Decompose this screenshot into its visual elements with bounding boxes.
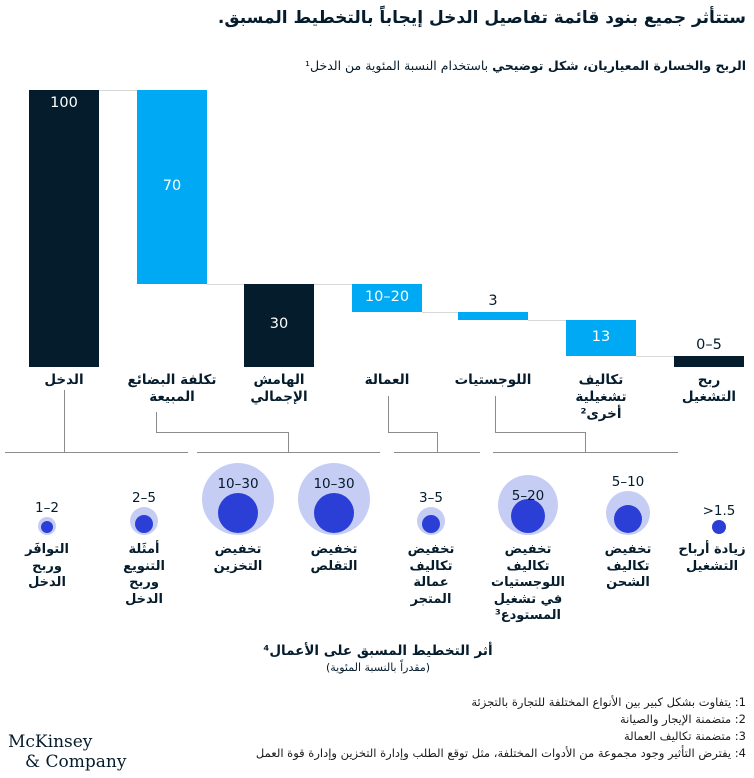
bar-value: 70	[162, 177, 182, 194]
connector-line	[197, 452, 380, 453]
bubble-inner-circle-availability-income-profit	[41, 521, 53, 533]
bubble-label-reduce-shrinkage: تخفيض التقلص	[310, 542, 358, 574]
bubble-inner-circle-assortment-optimization-income-profit	[135, 515, 153, 533]
bar-logistics	[458, 311, 528, 320]
bubble-label-reduce-storage: تخفيض التخزين	[213, 542, 263, 574]
caption-subtitle: (مقدراً بالنسبة المئوية)	[325, 661, 431, 674]
bubble-inner-circle-reduce-store-labor-costs	[422, 515, 440, 533]
step-line	[314, 283, 352, 285]
bubble-label-assortment-optimization-income-profit: أمثَلة التنويع وربح الدخل	[123, 542, 165, 607]
connector-line	[156, 412, 157, 432]
bubble-inner-circle-reduce-shipping-costs	[614, 505, 642, 533]
bar-value: 100	[50, 95, 78, 111]
connector-line	[394, 452, 480, 453]
caption-title: أثر التخطيط المسبق على الأعمال⁴	[263, 643, 493, 659]
bubble-inner-circle-reduce-storage	[218, 493, 258, 533]
bubble-label-increase-operating-profit: زيادة أرباح التشغيل	[678, 542, 746, 574]
step-line	[207, 283, 244, 285]
bubble-value: 3–5	[419, 490, 443, 506]
bubble-inner-circle-reduce-warehouse-logistics-costs	[511, 499, 545, 533]
bar-label-logistics: اللوجستيات	[454, 372, 532, 388]
bar-value: 10–20	[364, 288, 410, 305]
connector-line	[5, 452, 188, 453]
bar-value: 30	[269, 316, 289, 333]
chart-subtitle: الربح والخسارة المعياريان، شكل توضيحي با…	[8, 57, 746, 74]
bubble-value: 10–30	[217, 476, 259, 492]
connector-line	[495, 432, 585, 433]
bar-cogs	[137, 90, 207, 284]
connector-line	[585, 432, 586, 452]
bar-value: 0–5	[696, 336, 722, 353]
bubble-label-reduce-store-labor-costs: تخفيض تكاليف عمالة المتجر	[407, 542, 455, 607]
footnote-4: 4: يفترض التأثير وجود مجموعة من الأدوات …	[255, 746, 746, 760]
bar-labor	[352, 283, 422, 312]
connector-line	[437, 432, 438, 452]
bubble-label-availability-income-profit: التوافَر وربح الدخل	[25, 542, 69, 590]
bubble-label-reduce-shipping-costs: تخفيض تكاليف الشحن	[604, 542, 652, 590]
bar-label-cogs: تكلفة البضائع المبيعة	[127, 372, 217, 405]
step-line	[99, 90, 137, 91]
bubble-value: 2–5	[132, 490, 156, 506]
connector-line	[493, 452, 678, 453]
chart-caption: أثر التخطيط المسبق على الأعمال⁴ (مقدراً …	[158, 643, 598, 675]
bubble-value: 5–20	[511, 488, 545, 504]
connector-line	[388, 396, 389, 432]
connector-line	[388, 432, 437, 433]
connector-line	[64, 390, 65, 452]
bubble-inner-circle-reduce-shrinkage	[314, 493, 354, 533]
bar-label-other-operating-costs: تكاليف تشغيلية أخرى²	[575, 372, 627, 422]
bubble-label-reduce-warehouse-logistics-costs: تخفيض تكاليف اللوجستيات في تشغيل المستود…	[491, 542, 565, 623]
bubble-value: 5–10	[611, 474, 645, 490]
bar-value: 13	[591, 328, 611, 345]
footnotes: 1: يتفاوت بشكل كبير بين الأنواع المختلفة…	[100, 694, 746, 762]
step-line	[636, 355, 674, 357]
page-title: ستتأثر جميع بنود قائمة تفاصيل الدخل إيجا…	[217, 8, 746, 28]
chart-subtitle-bold: الربح والخسارة المعياريان، شكل توضيحي	[492, 58, 746, 73]
footnote-3: 3: متضمنة تكاليف العمالة	[623, 729, 746, 743]
mckinsey-logo: McKinsey & Company	[8, 732, 126, 772]
bar-other-operating-costs	[566, 319, 636, 356]
bar-value: 3	[488, 292, 498, 309]
bubble-value: 10–30	[313, 476, 355, 492]
bubble-value: 1–2	[35, 500, 59, 516]
bubble-inner-circle-increase-operating-profit	[712, 520, 726, 534]
step-line	[528, 319, 566, 321]
footnote-2: 2: متضمنة الإيجار والصيانة	[619, 712, 746, 726]
bar-operating-profit	[674, 355, 744, 367]
logo-line-2: & Company	[25, 752, 127, 772]
bar-label-gross-margin: الهامش الإجمالي	[250, 372, 308, 405]
bar-label-operating-profit: ربح التشغيل	[681, 372, 737, 405]
connector-line	[156, 432, 288, 433]
step-line	[422, 311, 458, 313]
logo-line-1: McKinsey	[8, 732, 93, 752]
bar-label-income: الدخل	[44, 372, 84, 388]
connector-line	[288, 432, 289, 452]
chart-subtitle-note: باستخدام النسبة المئوية من الدخل¹	[304, 58, 493, 73]
bubble-value: >1.5	[702, 503, 736, 519]
bar-label-labor: العمالة	[364, 372, 410, 388]
connector-line	[495, 396, 496, 432]
bar-gross-margin	[244, 283, 314, 367]
footnote-1: 1: يتفاوت بشكل كبير بين الأنواع المختلفة…	[471, 695, 746, 709]
bar-income	[29, 90, 99, 367]
